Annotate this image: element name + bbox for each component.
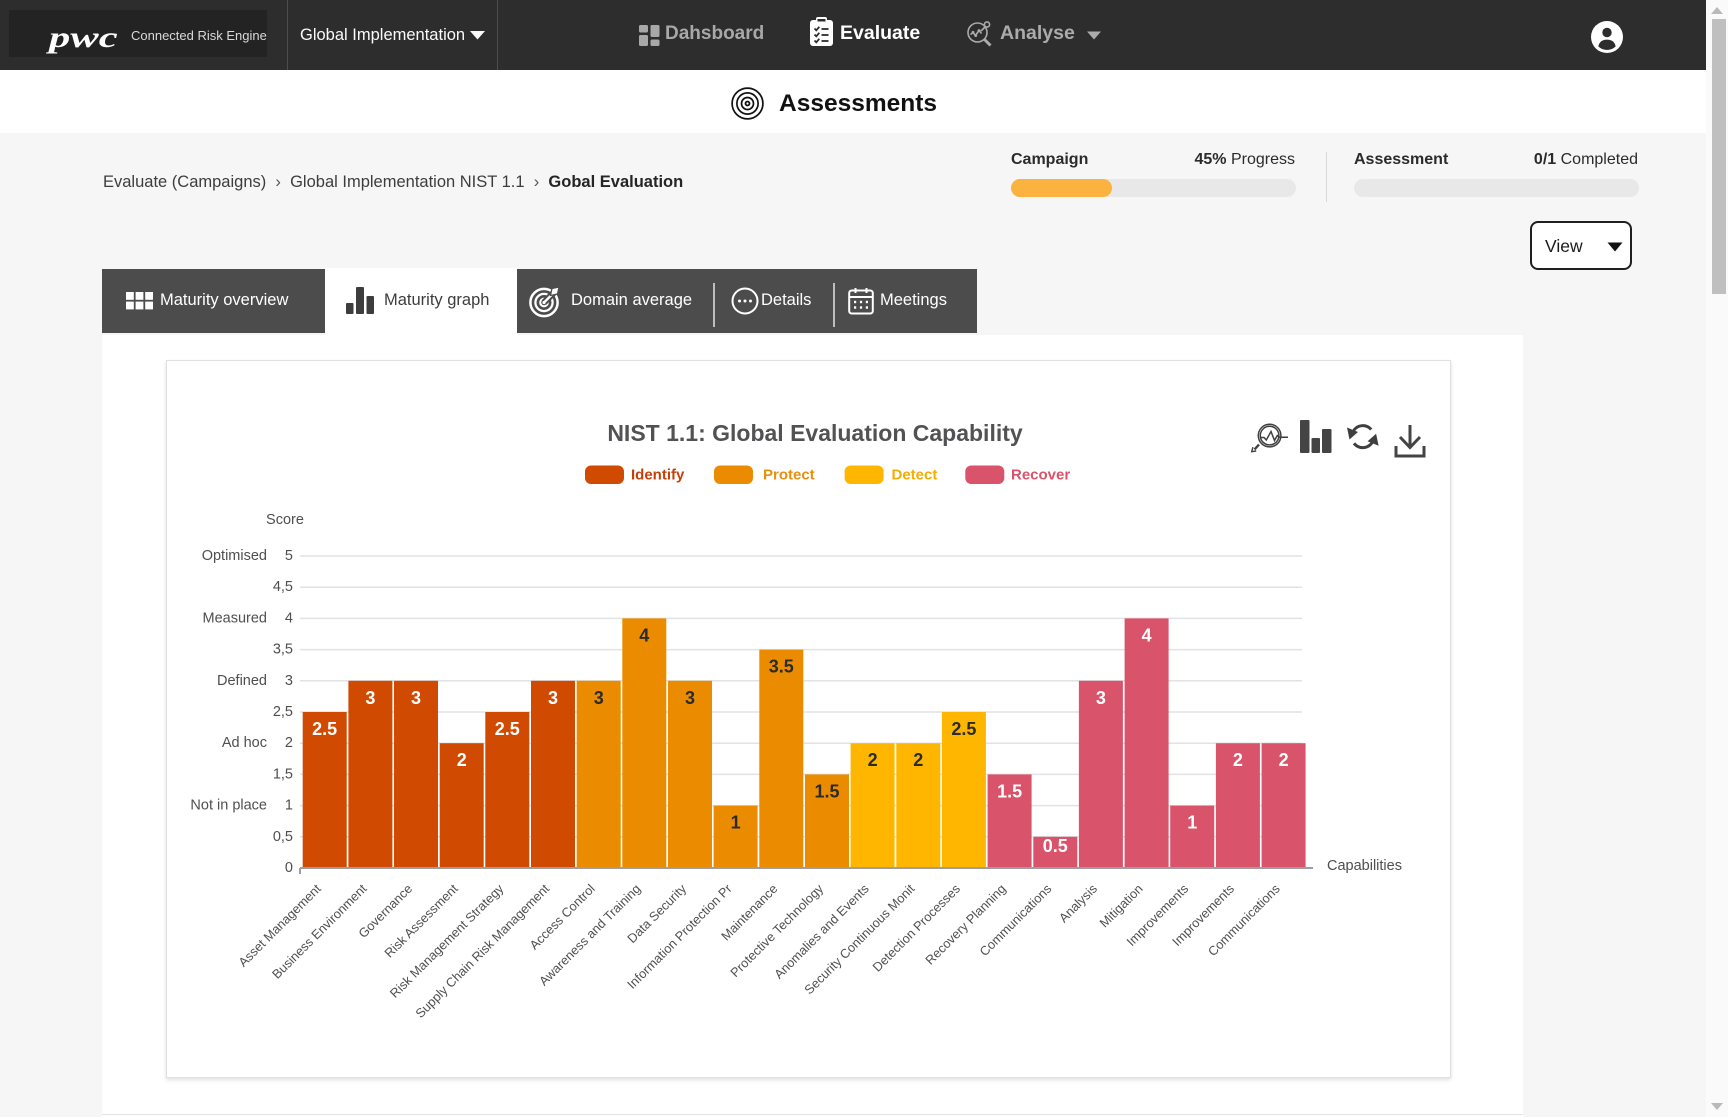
svg-text:Detection Processes: Detection Processes xyxy=(869,881,963,975)
svg-text:1: 1 xyxy=(285,798,293,814)
svg-text:Protect: Protect xyxy=(763,467,815,484)
svg-text:0: 0 xyxy=(285,860,293,876)
svg-text:4: 4 xyxy=(285,610,293,626)
svg-text:1,5: 1,5 xyxy=(273,766,293,782)
svg-text:1: 1 xyxy=(731,813,741,833)
svg-text:2.5: 2.5 xyxy=(312,719,337,739)
svg-text:3: 3 xyxy=(548,688,558,708)
svg-text:2,5: 2,5 xyxy=(273,704,293,720)
svg-text:2: 2 xyxy=(913,750,923,770)
svg-text:NIST 1.1: Global Evaluation Ca: NIST 1.1: Global Evaluation Capability xyxy=(607,420,1023,446)
svg-text:1.5: 1.5 xyxy=(814,781,839,801)
svg-text:3: 3 xyxy=(1096,688,1106,708)
svg-text:4,5: 4,5 xyxy=(273,579,293,595)
svg-text:3: 3 xyxy=(365,688,375,708)
svg-text:Identify: Identify xyxy=(631,467,685,484)
svg-text:1.5: 1.5 xyxy=(997,781,1022,801)
svg-text:3.5: 3.5 xyxy=(769,657,794,677)
svg-text:0.5: 0.5 xyxy=(1043,836,1068,856)
svg-text:4: 4 xyxy=(639,625,649,645)
svg-text:3: 3 xyxy=(411,688,421,708)
svg-text:Optimised: Optimised xyxy=(202,548,267,564)
svg-text:2.5: 2.5 xyxy=(495,719,520,739)
svg-text:0,5: 0,5 xyxy=(273,829,293,845)
svg-text:5: 5 xyxy=(285,548,293,564)
svg-text:3,5: 3,5 xyxy=(273,642,293,658)
svg-text:2: 2 xyxy=(285,735,293,751)
svg-text:3: 3 xyxy=(685,688,695,708)
svg-text:Score: Score xyxy=(266,512,304,528)
svg-text:3: 3 xyxy=(285,673,293,689)
svg-text:2: 2 xyxy=(1279,750,1289,770)
svg-text:Recovery Planning: Recovery Planning xyxy=(922,881,1009,968)
svg-text:1: 1 xyxy=(1187,813,1197,833)
svg-text:Asset Management: Asset Management xyxy=(235,881,324,970)
svg-text:Capabilities: Capabilities xyxy=(1327,858,1402,874)
svg-text:Measured: Measured xyxy=(203,610,267,626)
svg-text:3: 3 xyxy=(594,688,604,708)
svg-text:Ad hoc: Ad hoc xyxy=(222,735,267,751)
svg-text:Analysis: Analysis xyxy=(1056,881,1100,925)
svg-text:Recover: Recover xyxy=(1011,467,1070,484)
svg-text:2: 2 xyxy=(868,750,878,770)
svg-text:4: 4 xyxy=(1142,625,1152,645)
svg-text:Defined: Defined xyxy=(217,673,267,689)
svg-text:2: 2 xyxy=(1233,750,1243,770)
svg-text:2.5: 2.5 xyxy=(951,719,976,739)
svg-text:Detect: Detect xyxy=(892,467,938,484)
svg-text:2: 2 xyxy=(457,750,467,770)
svg-text:Not in place: Not in place xyxy=(190,798,267,814)
